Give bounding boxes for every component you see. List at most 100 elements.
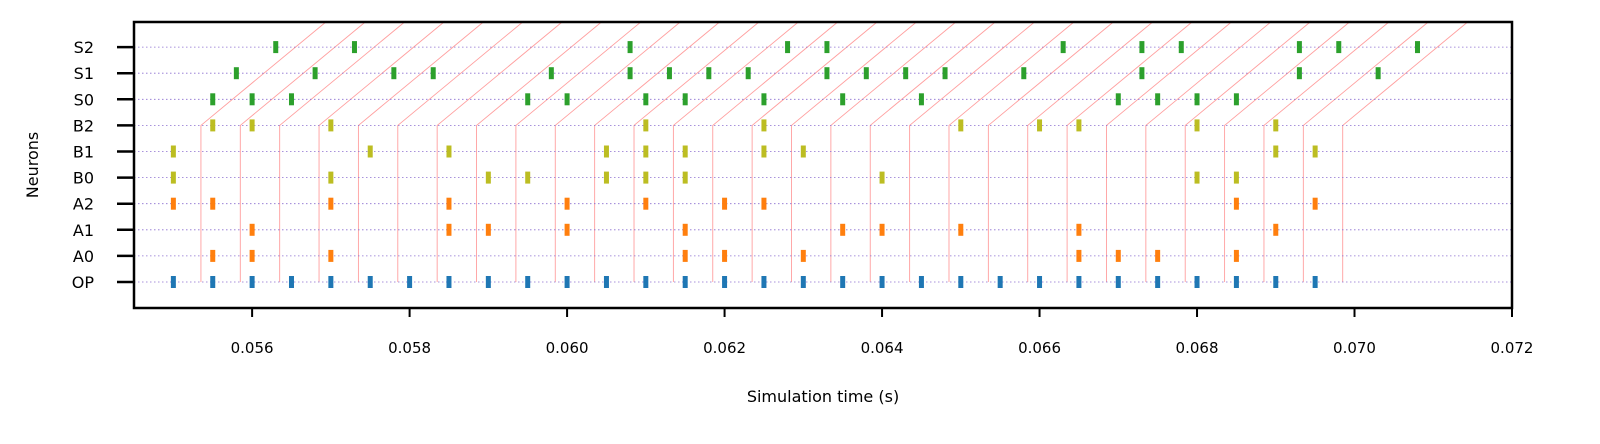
spike-S2-3 [785, 41, 791, 54]
y-tick-label-S0: S0 [74, 90, 94, 109]
y-tick-label-A2: A2 [73, 195, 94, 214]
spike-A1-1 [446, 223, 452, 236]
spike-OP-12 [643, 276, 649, 288]
plot-frame [132, 20, 1514, 310]
spike-B0-7 [879, 171, 885, 184]
spike-B1-3 [603, 145, 609, 158]
spike-OP-22 [1037, 276, 1043, 288]
spike-S1-11 [903, 67, 909, 80]
spike-A2-2 [328, 197, 334, 210]
spike-B1-2 [446, 145, 452, 158]
spike-S1-12 [942, 67, 948, 80]
x-tick-label-2: 0.060 [546, 339, 589, 357]
spike-A1-2 [485, 223, 491, 236]
spike-S2-4 [824, 41, 830, 54]
connection-line-12 [672, 20, 800, 282]
spike-A0-7 [1115, 249, 1121, 262]
spike-OP-13 [682, 276, 688, 288]
spike-A0-9 [1233, 249, 1239, 262]
spike-OP-17 [840, 276, 846, 288]
spike-A2-9 [1312, 197, 1318, 210]
x-tick-label-3: 0.062 [703, 339, 746, 357]
x-tick-label-6: 0.068 [1176, 339, 1219, 357]
connection-line-4 [357, 20, 485, 282]
x-tick-label-0: 0.056 [231, 339, 274, 357]
spike-OP-1 [210, 276, 216, 288]
spike-S0-8 [840, 93, 846, 106]
spike-A0-2 [328, 249, 334, 262]
spike-S1-16 [1375, 67, 1381, 80]
spike-B0-4 [603, 171, 609, 184]
spike-B0-1 [328, 171, 334, 184]
connection-line-7 [476, 20, 603, 282]
spike-S2-1 [351, 41, 357, 54]
spike-OP-9 [525, 276, 531, 288]
spike-A0-0 [210, 249, 216, 262]
spike-S1-0 [233, 67, 239, 80]
spike-B2-1 [249, 119, 255, 132]
spike-OP-29 [1312, 276, 1318, 288]
spike-OP-19 [918, 276, 924, 288]
spike-S0-4 [564, 93, 570, 106]
spike-OP-3 [288, 276, 294, 288]
spike-A2-6 [722, 197, 728, 210]
spike-S1-1 [312, 67, 318, 80]
spike-S1-15 [1296, 67, 1302, 80]
spike-B2-8 [1194, 119, 1200, 132]
spike-S1-6 [666, 67, 672, 80]
y-tick-label-S2: S2 [74, 38, 94, 57]
y-axis: OP A0 A1 A2 B0 B1 B2 S0 S1 S2 [72, 38, 134, 292]
spike-A2-3 [446, 197, 452, 210]
spike-OP-2 [249, 276, 255, 288]
spike-A0-8 [1155, 249, 1161, 262]
spike-B2-0 [210, 119, 216, 132]
connection-line-11 [633, 20, 761, 282]
spike-S0-6 [682, 93, 688, 106]
spike-OP-15 [761, 276, 767, 288]
spike-B0-6 [682, 171, 688, 184]
spike-B0-8 [1194, 171, 1200, 184]
spike-S0-0 [210, 93, 216, 106]
spike-A1-8 [1076, 223, 1082, 236]
connection-line-29 [1342, 20, 1469, 282]
spike-A1-7 [958, 223, 964, 236]
y-tick-label-A1: A1 [73, 221, 94, 240]
x-axis-label: Simulation time (s) [747, 387, 899, 406]
spike-S1-13 [1021, 67, 1027, 80]
connection-line-6 [436, 20, 564, 282]
connection-line-0 [200, 20, 328, 282]
spike-B0-9 [1233, 171, 1239, 184]
y-tick-label-OP: OP [72, 273, 95, 292]
connection-line-8 [515, 20, 643, 282]
y-tick-label-S1: S1 [74, 64, 94, 83]
spike-B2-6 [1037, 119, 1043, 132]
spike-A0-1 [249, 249, 255, 262]
connection-line-16 [830, 20, 958, 282]
spike-S0-13 [1233, 93, 1239, 106]
spike-OP-8 [485, 276, 491, 288]
spike-B2-5 [958, 119, 964, 132]
spike-OP-25 [1155, 276, 1161, 288]
spike-A2-8 [1233, 197, 1239, 210]
connection-line-1 [239, 20, 367, 282]
spike-A2-0 [170, 197, 176, 210]
spike-A1-6 [879, 223, 885, 236]
spike-OP-18 [879, 276, 885, 288]
spike-A1-5 [840, 223, 846, 236]
spike-S2-0 [273, 41, 279, 54]
spike-OP-7 [446, 276, 452, 288]
spike-OP-11 [603, 276, 609, 288]
x-tick-label-4: 0.064 [861, 339, 904, 357]
spike-B1-0 [170, 145, 176, 158]
spike-B1-4 [643, 145, 649, 158]
spike-S0-12 [1194, 93, 1200, 106]
spike-B1-6 [761, 145, 767, 158]
spike-OP-28 [1273, 276, 1279, 288]
spike-A0-4 [722, 249, 728, 262]
spike-B1-7 [800, 145, 806, 158]
y-axis-label: Neurons [23, 132, 42, 198]
spike-A2-4 [564, 197, 570, 210]
spike-A2-1 [210, 197, 216, 210]
